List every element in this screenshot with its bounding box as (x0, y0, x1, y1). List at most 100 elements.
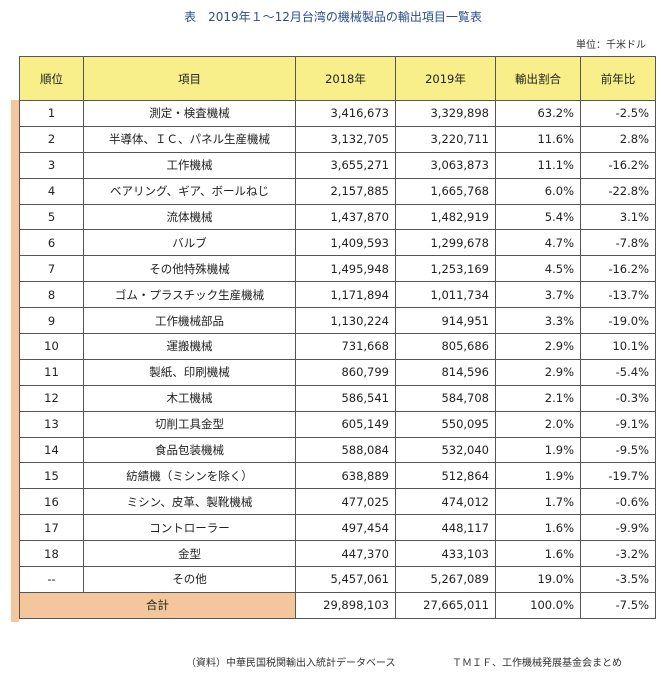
row-2018: 860,799 (295, 358, 396, 386)
row-share: 6.0% (495, 177, 581, 205)
row-yoy: -3.5% (580, 566, 656, 593)
row-share: 2.0% (495, 410, 581, 438)
header-share: 輸出割合 (495, 56, 581, 101)
row-item: ゴム・プラスチック生産機械 (83, 281, 296, 309)
row-2019: 3,329,898 (395, 100, 496, 127)
table-body: 1 測定・検査機械 3,416,673 3,329,898 63.2% -2.5% 2 半導体… (19, 100, 656, 593)
row-2018: 3,132,705 (295, 125, 396, 153)
row-rank: 12 (19, 384, 84, 412)
row-2019: 1,665,768 (395, 177, 496, 205)
row-share: 3.7% (495, 281, 581, 309)
row-yoy: -16.2% (580, 255, 656, 283)
row-2018: 477,025 (295, 488, 396, 516)
table-row: 14 食品包装機械 588,084 532,040 1.9% -9.5% (19, 436, 656, 464)
row-rank: 2 (19, 125, 84, 153)
row-yoy: 3.1% (580, 203, 656, 231)
row-share: 11.6% (495, 125, 581, 153)
row-2018: 2,157,885 (295, 177, 396, 205)
row-2019: 448,117 (395, 514, 496, 542)
rank-accent-stripe (11, 100, 19, 622)
total-yoy: -7.5% (580, 591, 656, 619)
row-2019: 584,708 (395, 384, 496, 412)
row-share: 1.7% (495, 488, 581, 516)
row-item: 製紙、印刷機械 (83, 358, 296, 386)
row-item: ミシン、皮革、製靴機械 (83, 488, 296, 516)
row-2019: 512,864 (395, 462, 496, 490)
row-yoy: -16.2% (580, 151, 656, 179)
header-2018: 2018年 (295, 56, 396, 101)
table-row: 15 紡績機（ミシンを除く） 638,889 512,864 1.9% -19.7% (19, 462, 656, 490)
row-rank: -- (19, 566, 84, 593)
row-item: その他特殊機械 (83, 255, 296, 283)
row-2019: 5,267,089 (395, 566, 496, 593)
row-share: 11.1% (495, 151, 581, 179)
row-2019: 1,299,678 (395, 229, 496, 257)
row-item: バルブ (83, 229, 296, 257)
row-yoy: -9.1% (580, 410, 656, 438)
row-item: 運搬機械 (83, 333, 296, 360)
row-2018: 1,130,224 (295, 307, 396, 335)
export-table: 順位 項目 2018年 2019年 輸出割合 前年比 1 測定・検査機械 3,416… (19, 56, 656, 619)
row-rank: 15 (19, 462, 84, 490)
row-2019: 1,011,734 (395, 281, 496, 309)
row-item: コントローラー (83, 514, 296, 542)
row-share: 5.4% (495, 203, 581, 231)
row-share: 3.3% (495, 307, 581, 335)
row-2019: 1,482,919 (395, 203, 496, 231)
table-row: 9 工作機械部品 1,130,224 914,951 3.3% -19.0% (19, 307, 656, 335)
table-row: 13 切削工具金型 605,149 550,095 2.0% -9.1% (19, 410, 656, 438)
row-item: 食品包装機械 (83, 436, 296, 464)
row-rank: 14 (19, 436, 84, 464)
row-yoy: -9.9% (580, 514, 656, 542)
total-share: 100.0% (495, 591, 581, 619)
row-rank: 11 (19, 358, 84, 386)
row-2018: 1,437,870 (295, 203, 396, 231)
row-2018: 1,495,948 (295, 255, 396, 283)
table-row: 4 ベアリング、ギア、ボールねじ 2,157,885 1,665,768 6.0% -22… (19, 177, 656, 205)
row-item: 工作機械部品 (83, 307, 296, 335)
table-row: 16 ミシン、皮革、製靴機械 477,025 474,012 1.7% -0.6% (19, 488, 656, 516)
header-2019: 2019年 (395, 56, 496, 101)
row-share: 2.9% (495, 358, 581, 386)
row-item: 紡績機（ミシンを除く） (83, 462, 296, 490)
row-yoy: -19.7% (580, 462, 656, 490)
header-rank: 順位 (19, 56, 84, 101)
table-title: 表 2019年１〜12月台湾の機械製品の輸出項目一覧表 (184, 10, 482, 24)
row-share: 2.9% (495, 333, 581, 360)
table-row: 5 流体機械 1,437,870 1,482,919 5.4% 3.1% (19, 203, 656, 231)
row-yoy: -9.5% (580, 436, 656, 464)
row-rank: 3 (19, 151, 84, 179)
row-share: 4.5% (495, 255, 581, 283)
table-row: 8 ゴム・プラスチック生産機械 1,171,894 1,011,734 3.7% -13.… (19, 281, 656, 309)
row-item: その他 (83, 566, 296, 593)
table-header-row: 順位 項目 2018年 2019年 輸出割合 前年比 (19, 56, 656, 101)
row-share: 1.6% (495, 540, 581, 568)
row-rank: 16 (19, 488, 84, 516)
row-2018: 1,409,593 (295, 229, 396, 257)
row-yoy: 10.1% (580, 333, 656, 360)
row-yoy: 2.8% (580, 125, 656, 153)
row-2019: 532,040 (395, 436, 496, 464)
source-left: （資料）中華民国税関輸出入統計データベース (186, 658, 396, 669)
row-item: 金型 (83, 540, 296, 568)
table-row: 10 運搬機械 731,668 805,686 2.9% 10.1% (19, 333, 656, 360)
total-label: 合計 (19, 591, 296, 619)
row-rank: 9 (19, 307, 84, 335)
row-rank: 1 (19, 100, 84, 127)
row-2019: 914,951 (395, 307, 496, 335)
table-row: 1 測定・検査機械 3,416,673 3,329,898 63.2% -2.5% (19, 100, 656, 127)
row-2019: 433,103 (395, 540, 496, 568)
row-2019: 814,596 (395, 358, 496, 386)
row-rank: 4 (19, 177, 84, 205)
row-yoy: -2.5% (580, 100, 656, 127)
row-rank: 7 (19, 255, 84, 283)
row-yoy: -19.0% (580, 307, 656, 335)
table-row: -- その他 5,457,061 5,267,089 19.0% -3.5% (19, 566, 656, 593)
row-item: ベアリング、ギア、ボールねじ (83, 177, 296, 205)
row-item: 測定・検査機械 (83, 100, 296, 127)
total-row: 合計 29,898,103 27,665,011 100.0% -7.5% (19, 591, 656, 619)
row-2019: 1,253,169 (395, 255, 496, 283)
row-2018: 586,541 (295, 384, 396, 412)
row-2019: 474,012 (395, 488, 496, 516)
header-item: 項目 (83, 56, 296, 101)
